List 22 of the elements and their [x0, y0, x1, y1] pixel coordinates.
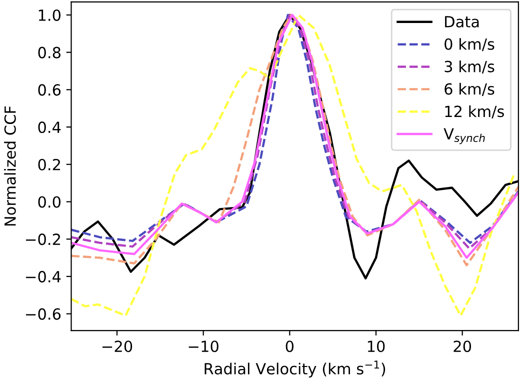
- legend-label: 12 km/s: [445, 105, 504, 118]
- legend-label: V$_{synch}$: [444, 128, 485, 144]
- y-tick-label: −0.6: [26, 308, 61, 320]
- y-tick-label: 1.0: [38, 9, 61, 21]
- y-tick-label: 0.0: [38, 196, 61, 208]
- legend-label: 3 km/s: [444, 60, 494, 74]
- y-axis-title: Normalized CCF: [4, 106, 16, 226]
- y-tick-label: 0.6: [38, 84, 61, 96]
- legend-label: 0 km/s: [444, 38, 494, 52]
- x-tick-label: 20: [454, 340, 472, 352]
- x-tick-label: −20: [102, 340, 132, 352]
- legend-label: Data: [445, 16, 479, 28]
- y-tick-label: 0.4: [38, 121, 61, 134]
- y-tick-label: 0.8: [38, 46, 60, 58]
- x-tick-label: 10: [368, 340, 385, 352]
- legend-label: 6 km/s: [444, 82, 494, 96]
- x-axis-title: Radial Velocity (km s$^{−1}$): [204, 360, 386, 378]
- x-tick-label: 0: [286, 340, 294, 352]
- x-tick-label: −10: [188, 340, 218, 352]
- y-tick-label: −0.2: [26, 234, 60, 246]
- y-tick-label: 0.2: [38, 158, 60, 170]
- y-tick-label: −0.4: [26, 270, 61, 282]
